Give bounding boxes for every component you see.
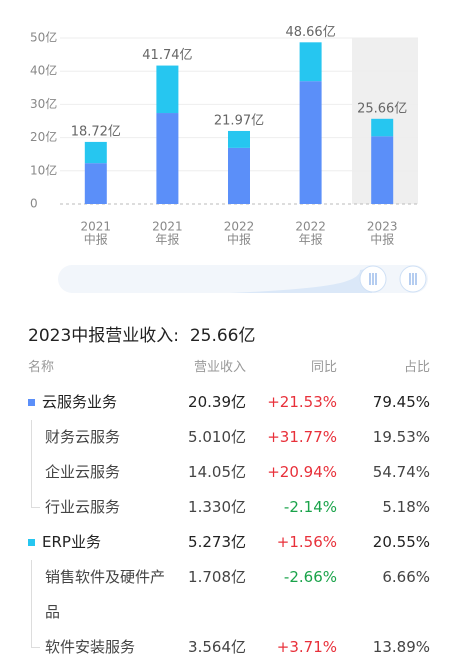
group-row: ERP业务 5.273亿 +1.56% 20.55% [0, 525, 459, 560]
header-cell: 营业收入 [193, 360, 246, 375]
yoy: +3.71% [276, 638, 337, 656]
x-tick-label: 年报 [299, 232, 323, 247]
bar-segment [299, 81, 322, 204]
x-tick-label: 年报 [155, 232, 179, 247]
share: 13.89% [372, 638, 430, 656]
x-tick-label: 2023 [367, 220, 398, 234]
revenue: 5.273亿 [188, 533, 246, 551]
bar-segment [299, 42, 322, 82]
sub-row: 财务云服务 5.010亿 +31.77% 19.53% [0, 420, 459, 455]
revenue: 1.330亿 [188, 498, 246, 516]
x-tick-label: 中报 [84, 232, 108, 247]
revenue: 5.010亿 [188, 428, 246, 446]
sub-row: 软件安装服务 3.564亿 +3.71% 13.89% [0, 630, 459, 665]
bar-segment [371, 118, 394, 137]
revenue: 3.564亿 [188, 638, 246, 656]
header-row: 名称 营业收入 同比 占比 [0, 350, 459, 385]
y-tick-label: 10亿 [30, 162, 57, 177]
share: 54.74% [372, 463, 430, 481]
name: 云服务业务 [42, 393, 118, 411]
yoy: +31.77% [267, 428, 337, 446]
name: 销售软件及硬件产品 [45, 568, 166, 621]
yoy: +1.56% [276, 533, 337, 551]
yoy: +21.53% [267, 393, 337, 411]
yoy: -2.14% [283, 498, 337, 516]
title-value: 25.66亿 [189, 326, 256, 346]
name: ERP业务 [42, 533, 101, 551]
table-title: 2023中报营业收入: 25.66亿 [28, 321, 255, 346]
share: 20.55% [372, 533, 430, 551]
tree-line [31, 560, 40, 630]
bar-segment [84, 141, 107, 164]
share: 19.53% [372, 428, 430, 446]
total-label: 25.66亿 [357, 101, 407, 116]
x-tick-label: 2021 [152, 220, 183, 234]
bar-segment [84, 163, 107, 204]
total-label: 18.72亿 [71, 124, 121, 139]
handle-grip [369, 273, 417, 285]
header-cell: 同比 [310, 360, 337, 375]
header-cell: 名称 [28, 360, 55, 375]
yoy: +20.94% [267, 463, 337, 481]
share: 6.66% [382, 568, 430, 586]
sub-row: 行业云服务 1.330亿 -2.14% 5.18% [0, 490, 459, 525]
total-label: 41.74亿 [142, 48, 192, 63]
rows: 名称 营业收入 同比 占比云服务业务 20.39亿 +21.53% 79.45% 财务云服务 5… [0, 350, 459, 665]
bar-segment [228, 147, 250, 204]
slider-preview [230, 268, 372, 293]
y-tick-label: 30亿 [30, 96, 57, 111]
bar-segment [156, 65, 179, 114]
x-tick-label: 中报 [370, 232, 394, 247]
revenue: 14.05亿 [188, 463, 246, 481]
bar-segment [371, 136, 394, 204]
y-tick-label: 20亿 [30, 129, 57, 144]
tree-line [31, 420, 40, 455]
chart: 010亿20亿30亿40亿50亿18.72亿2021中报41.74亿2021年报… [30, 25, 428, 293]
sub-row: 销售软件及硬件产品 1.708亿 -2.66% 6.66% [0, 560, 459, 630]
x-tick-label: 中报 [227, 232, 251, 247]
name: 财务云服务 [45, 428, 121, 446]
bar-segment [228, 130, 250, 148]
y-tick-label: 40亿 [30, 63, 57, 78]
y-tick-label: 0 [30, 197, 38, 211]
tree-line [31, 455, 40, 490]
tree-line [31, 490, 40, 508]
y-tick-label: 50亿 [30, 30, 57, 45]
sub-row: 企业云服务 14.05亿 +20.94% 54.74% [0, 455, 459, 490]
share: 79.45% [372, 393, 430, 411]
name: 软件安装服务 [45, 638, 136, 656]
x-tick-label: 2022 [295, 220, 326, 234]
total-label: 48.66亿 [285, 25, 335, 40]
x-tick-label: 2021 [81, 220, 112, 234]
bullet [28, 539, 35, 546]
bar-segment [156, 113, 179, 204]
yoy: -2.66% [283, 568, 337, 586]
name: 企业云服务 [45, 463, 121, 481]
revenue: 1.708亿 [188, 568, 246, 586]
tree-line [31, 630, 40, 648]
revenue: 20.39亿 [188, 393, 246, 411]
x-tick-label: 2022 [224, 220, 255, 234]
share: 5.18% [382, 498, 430, 516]
bullet [28, 399, 35, 406]
title-text: 2023中报营业收入: [28, 326, 179, 346]
total-label: 21.97亿 [214, 114, 264, 129]
group-row: 云服务业务 20.39亿 +21.53% 79.45% [0, 385, 459, 420]
header-cell: 占比 [403, 360, 430, 375]
name: 行业云服务 [45, 498, 121, 516]
